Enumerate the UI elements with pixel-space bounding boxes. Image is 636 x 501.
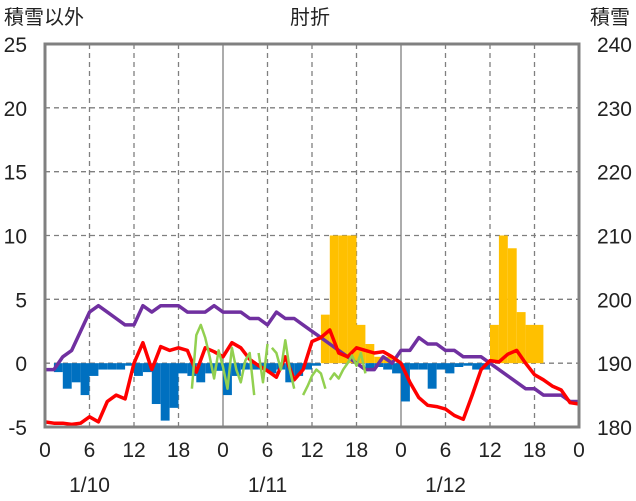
precip-bar (329, 235, 339, 364)
sunshine-bar (249, 363, 259, 370)
precip-bar (516, 312, 526, 364)
left-tick-label: -5 (8, 417, 27, 440)
left-tick-label: 5 (15, 289, 27, 312)
snow-depth-line (45, 303, 579, 404)
sunshine-bar (303, 363, 312, 370)
x-tick-label: 18 (523, 439, 546, 462)
sunshine-bar (125, 363, 134, 366)
left-tick-label: 20 (4, 98, 27, 121)
plot-frame (43, 42, 581, 429)
date-label: 1/12 (425, 474, 466, 497)
temperature-line (44, 328, 580, 427)
sunshine-bar (267, 363, 277, 374)
precip-bar (525, 324, 535, 364)
line-series (44, 303, 580, 427)
wind-line (301, 368, 327, 396)
date-label: 1/10 (69, 474, 110, 497)
x-tick-label: 12 (122, 439, 145, 462)
right-tick-label: 220 (597, 162, 632, 185)
sunshine-bar (454, 363, 464, 367)
sunshine-bar (80, 363, 90, 396)
sunshine-bar (436, 363, 446, 370)
precip-bar (365, 344, 375, 364)
precip-bar (347, 235, 357, 364)
right-tick-label: 200 (597, 289, 632, 312)
sunshine-bar (205, 363, 215, 374)
precip-bar (507, 248, 517, 364)
sunshine-bar (116, 363, 126, 370)
right-tick-label: 210 (597, 226, 632, 249)
sunshine-bar (463, 363, 473, 366)
sunshine-bar (89, 363, 99, 376)
sunshine-bar (53, 363, 63, 373)
precip-bar (534, 324, 544, 364)
sunshine-bar (445, 363, 455, 374)
sunshine-bar (107, 363, 117, 370)
x-tick-label: 6 (262, 439, 274, 462)
x-tick-label: 6 (84, 439, 96, 462)
sunshine-bar (62, 363, 72, 389)
right-axis-label: 積雪 (590, 5, 630, 29)
date-label: 1/11 (248, 474, 287, 497)
sunshine-bar (312, 363, 321, 366)
chart-title: 肘折 (290, 5, 330, 29)
wind-line (270, 338, 296, 389)
left-axis-label: 積雪以外 (4, 5, 84, 29)
left-tick-label: 25 (4, 34, 27, 57)
sunshine-bar (294, 363, 304, 376)
precip-bar (374, 356, 384, 364)
right-tick-label: 190 (597, 353, 632, 376)
precip-bar (356, 324, 366, 364)
sunshine-bar (169, 363, 179, 408)
left-tick-label: 10 (4, 226, 27, 249)
sunshine-bar (401, 363, 410, 402)
wind-line (328, 351, 367, 381)
precip-bar (338, 235, 348, 364)
x-tick-label: 0 (395, 439, 407, 462)
sunshine-bar (365, 363, 375, 370)
left-tick-label: 0 (15, 353, 27, 376)
sunshine-bar (418, 363, 428, 370)
precip-bar (498, 235, 508, 364)
x-tick-label: 0 (39, 439, 51, 462)
sunshine-bar (214, 363, 223, 371)
sunshine-bar (98, 363, 108, 370)
right-tick-label: 230 (597, 98, 632, 121)
right-tick-label: 180 (597, 417, 632, 440)
sunshine-bar (71, 363, 81, 383)
x-tick-label: 0 (573, 439, 585, 462)
sunshine-bar (160, 363, 170, 421)
x-tick-label: 12 (478, 439, 501, 462)
sunshine-bar (383, 363, 393, 370)
sunshine-bar (196, 363, 206, 383)
sunshine-bar (427, 363, 437, 389)
x-tick-label: 0 (217, 439, 229, 462)
x-tick-label: 18 (345, 439, 368, 462)
wind-line (257, 343, 269, 384)
x-tick-label: 6 (440, 439, 452, 462)
sunshine-bar (409, 363, 419, 370)
sunshine-bar (142, 363, 152, 373)
sunshine-bar (178, 363, 188, 374)
wind-line (190, 323, 256, 396)
x-tick-label: 18 (167, 439, 190, 462)
sunshine-bar (472, 363, 482, 370)
precip-bar (490, 324, 499, 364)
left-tick-label: 15 (4, 162, 27, 185)
sunshine-bar (151, 363, 161, 405)
sunshine-bar (134, 363, 143, 376)
sunshine-bar (392, 363, 401, 374)
sunshine-bar (187, 363, 197, 376)
right-tick-label: 240 (597, 34, 632, 57)
x-tick-label: 12 (300, 439, 323, 462)
